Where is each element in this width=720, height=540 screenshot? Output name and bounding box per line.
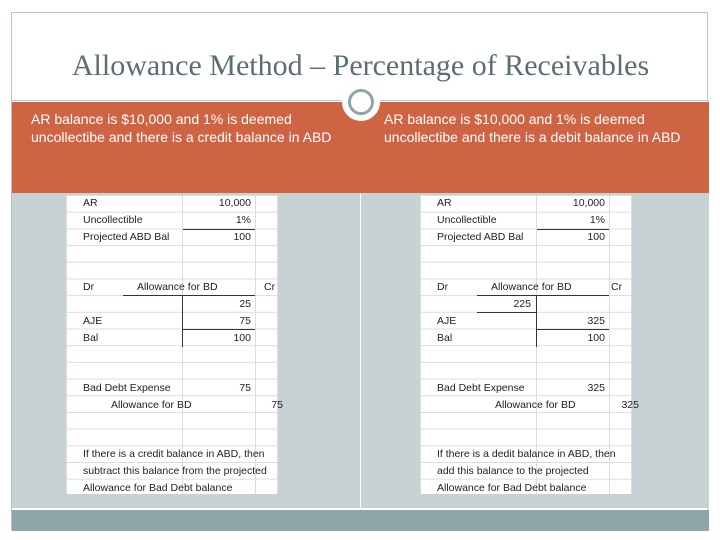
cr-label: Cr	[264, 281, 276, 293]
circle-ornament-icon	[342, 83, 380, 121]
bal-value: 100	[587, 332, 605, 344]
note-line-1: If there is a credit balance in ABD, the…	[83, 448, 265, 460]
note-line-1: If there is a dedit balance in ABD, then	[437, 448, 616, 460]
aje-value: 75	[239, 315, 251, 327]
bal-value: 100	[233, 332, 251, 344]
cr-label: Cr	[611, 281, 623, 293]
bad-debt-expense-label: Bad Debt Expense	[83, 382, 171, 394]
uncollectible-label: Uncollectible	[437, 214, 497, 226]
dr-label: Dr	[437, 281, 449, 293]
allowance-credit-value: 325	[621, 399, 639, 411]
footer-band	[12, 510, 709, 531]
note-line-2: add this balance to the projected	[437, 465, 589, 477]
allowance-credit-label: Allowance for BD	[111, 399, 192, 411]
bal-label: Bal	[83, 332, 99, 344]
slide-title: Allowance Method – Percentage of Receiva…	[71, 49, 650, 82]
ar-label: AR	[437, 197, 452, 209]
projected-value: 100	[587, 231, 605, 243]
bal-label: Bal	[437, 332, 453, 344]
bad-debt-expense-label: Bad Debt Expense	[437, 382, 525, 394]
right-spreadsheet: AR 10,000 Uncollectible 1% Projected ABD…	[420, 195, 639, 494]
uncollectible-value: 1%	[235, 214, 251, 226]
beginning-debit-value: 225	[513, 298, 531, 310]
projected-label: Projected ABD Bal	[437, 231, 524, 243]
allowance-credit-label: Allowance for BD	[495, 399, 576, 411]
t-account-title: Allowance for BD	[137, 281, 218, 293]
note-line-2: subtract this balance from the projected	[83, 465, 267, 477]
ar-value: 10,000	[572, 197, 605, 209]
aje-value: 325	[587, 315, 605, 327]
dr-label: Dr	[83, 281, 95, 293]
bad-debt-expense-value: 75	[239, 382, 251, 394]
aje-label: AJE	[83, 315, 103, 327]
ar-label: AR	[83, 197, 98, 209]
uncollectible-value: 1%	[589, 214, 605, 226]
column-divider	[360, 193, 361, 508]
left-header-text: AR balance is $10,000 and 1% is deemed u…	[31, 111, 332, 145]
t-account-title: Allowance for BD	[491, 281, 572, 293]
note-line-3: Allowance for Bad Debt balance	[83, 482, 233, 494]
note-line-3: Allowance for Bad Debt balance	[437, 482, 587, 494]
uncollectible-label: Uncollectible	[83, 214, 143, 226]
bad-debt-expense-value: 325	[587, 382, 605, 394]
left-spreadsheet: AR 10,000 Uncollectible 1% Projected ABD…	[66, 195, 283, 494]
allowance-credit-value: 75	[271, 399, 283, 411]
aje-label: AJE	[437, 315, 457, 327]
projected-label: Projected ABD Bal	[83, 231, 170, 243]
right-header-text: AR balance is $10,000 and 1% is deemed u…	[384, 111, 681, 145]
beginning-credit-value: 25	[239, 298, 251, 310]
projected-value: 100	[233, 231, 251, 243]
ar-value: 10,000	[218, 197, 251, 209]
